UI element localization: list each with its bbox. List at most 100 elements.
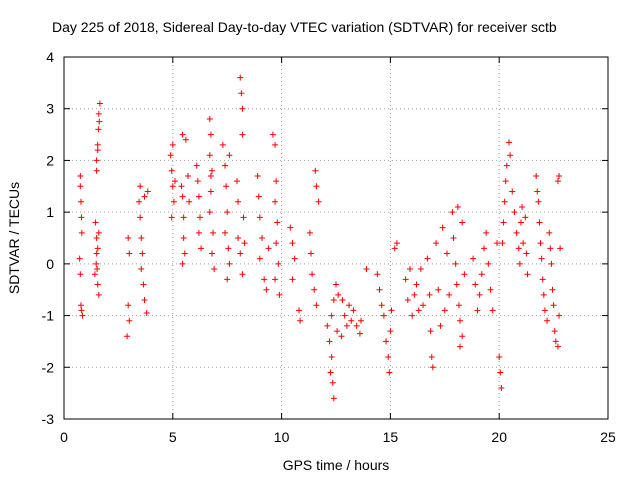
data-point <box>195 193 202 200</box>
data-point <box>94 281 101 288</box>
data-point <box>338 333 345 340</box>
data-point <box>237 250 244 257</box>
chart-title: Day 225 of 2018, Sidereal Day-to-day VTE… <box>52 19 557 35</box>
data-point <box>556 172 563 179</box>
data-point <box>326 338 333 345</box>
data-point <box>496 353 503 360</box>
data-point <box>547 245 554 252</box>
data-point <box>240 214 247 221</box>
data-point <box>180 235 187 241</box>
data-point <box>235 235 242 241</box>
x-tick-label-4: 20 <box>491 429 507 445</box>
data-point <box>256 214 263 221</box>
data-point <box>193 162 200 169</box>
data-point <box>238 90 245 97</box>
data-point <box>343 322 350 329</box>
data-point <box>333 281 339 288</box>
data-point <box>254 172 261 179</box>
data-point <box>222 229 229 236</box>
data-point <box>513 229 520 236</box>
data-point <box>409 312 416 319</box>
data-point <box>417 266 424 273</box>
data-point <box>179 131 186 138</box>
data-point <box>348 317 355 324</box>
data-point <box>168 167 175 174</box>
data-point <box>76 255 83 262</box>
data-point <box>195 229 202 236</box>
data-point <box>306 229 313 236</box>
data-point <box>289 240 296 247</box>
data-point <box>208 167 215 174</box>
data-point <box>411 291 418 298</box>
data-point <box>358 317 365 324</box>
data-point <box>533 172 540 179</box>
data-point <box>330 395 337 402</box>
data-point <box>385 353 392 360</box>
data-point <box>207 131 214 138</box>
y-tick-label-2: -1 <box>42 308 55 324</box>
data-point <box>275 260 282 267</box>
data-point <box>95 229 102 236</box>
x-tick-labels: 0 5 10 15 20 25 <box>60 429 616 445</box>
data-point <box>511 209 518 216</box>
data-point <box>137 183 144 190</box>
data-point <box>472 281 479 288</box>
data-point <box>500 219 507 226</box>
data-point <box>194 178 201 185</box>
data-point <box>225 245 232 252</box>
data-point <box>94 141 101 148</box>
data-point <box>179 260 186 267</box>
data-point <box>274 219 281 226</box>
data-point <box>524 271 531 278</box>
data-point <box>307 250 314 257</box>
data-point <box>457 343 464 350</box>
data-point <box>96 100 103 107</box>
data-point <box>77 198 84 205</box>
data-point <box>241 240 248 247</box>
data-point <box>519 203 526 210</box>
data-point <box>363 266 370 273</box>
data-point <box>350 307 357 314</box>
data-point <box>537 240 544 247</box>
data-point <box>237 74 244 81</box>
data-point <box>296 307 303 314</box>
data-point <box>450 235 457 241</box>
data-point <box>77 271 84 278</box>
data-point <box>353 322 360 329</box>
data-point <box>138 235 145 241</box>
data-point <box>391 245 398 252</box>
data-point <box>259 235 266 241</box>
data-point <box>420 302 427 309</box>
data-point <box>461 271 468 278</box>
x-axis-label: GPS time / hours <box>283 457 390 473</box>
data-point <box>485 260 492 267</box>
data-point <box>312 167 319 174</box>
data-point <box>287 224 294 231</box>
data-point <box>78 229 85 236</box>
y-tick-label-6: 3 <box>46 101 54 117</box>
data-point <box>263 286 270 293</box>
axis-ticks <box>63 56 609 420</box>
data-point <box>535 198 542 205</box>
data-point <box>554 178 561 185</box>
data-point <box>182 136 189 143</box>
data-point <box>197 214 203 221</box>
x-tick-label-0: 0 <box>60 429 68 445</box>
data-point <box>489 307 496 314</box>
data-point <box>77 302 84 309</box>
data-point <box>273 178 280 185</box>
data-point <box>378 302 385 309</box>
data-point <box>480 245 487 252</box>
data-point <box>457 317 464 324</box>
data-point <box>125 235 132 241</box>
data-point <box>95 291 102 298</box>
data-point <box>208 250 215 257</box>
plot-frame <box>63 56 609 420</box>
data-point <box>330 297 337 304</box>
data-point <box>404 297 411 304</box>
data-point <box>94 266 101 273</box>
data-point <box>143 309 150 316</box>
data-point <box>315 198 322 205</box>
data-point <box>516 260 523 267</box>
data-point <box>78 307 85 314</box>
